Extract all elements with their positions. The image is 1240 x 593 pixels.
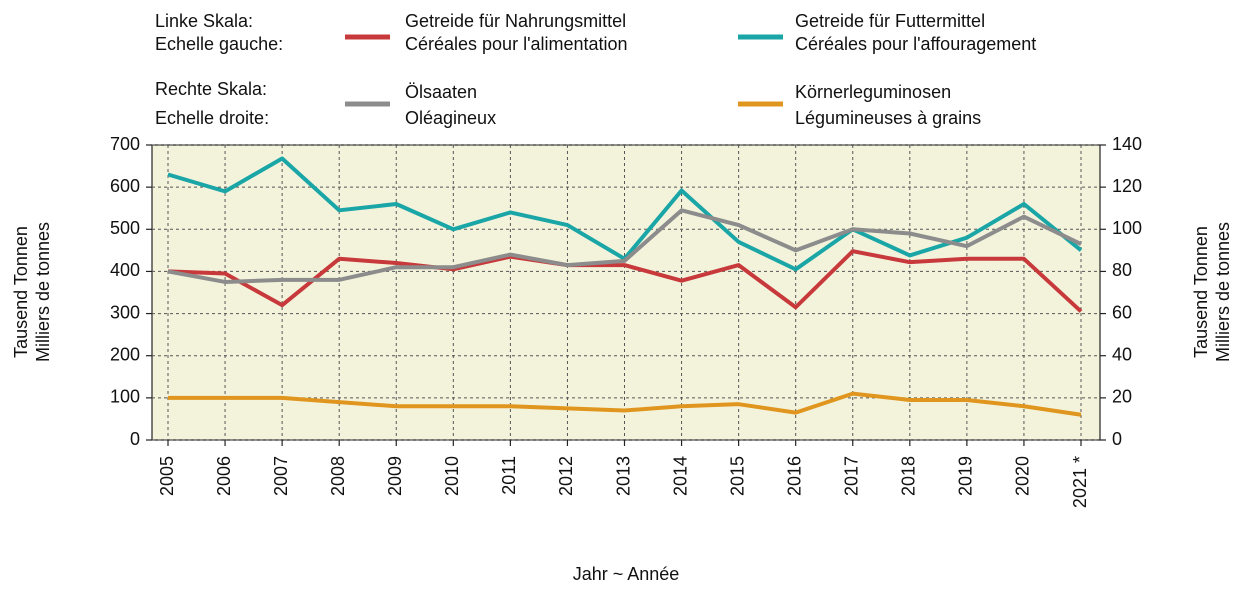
y2-tick-label: 100 — [1112, 218, 1142, 238]
legend-label: Getreide für Futtermittel — [795, 11, 985, 31]
x-tick-label: 2020 — [1013, 456, 1033, 496]
x-tick-label: 2005 — [157, 456, 177, 496]
x-axis-title: Jahr ~ Année — [573, 564, 680, 584]
y2-tick-label: 120 — [1112, 176, 1142, 196]
y-tick-label: 200 — [110, 344, 140, 364]
y-tick-label: 0 — [130, 429, 140, 449]
legend-label: Légumineuses à grains — [795, 108, 981, 128]
x-tick-label: 2018 — [899, 456, 919, 496]
legend-label: Céréales pour l'alimentation — [405, 34, 628, 54]
x-tick-label: 2011 — [499, 456, 519, 495]
series-line — [167, 208, 1082, 284]
y2-tick-label: 40 — [1112, 344, 1132, 364]
y-tick-label: 400 — [110, 260, 140, 280]
series-line — [168, 391, 1082, 417]
legend-label: Oléagineux — [405, 108, 496, 128]
legend-label: Céréales pour l'affouragement — [795, 34, 1036, 54]
left-scale-label: Echelle gauche: — [155, 34, 283, 54]
y-tick-label: 600 — [110, 176, 140, 196]
x-tick-label: 2009 — [385, 456, 405, 496]
y2-tick-label: 20 — [1112, 387, 1132, 407]
x-tick-label: 2015 — [727, 456, 747, 496]
y2-tick-label: 0 — [1112, 429, 1122, 449]
y-axis-title: Tausend Tonnen — [11, 226, 31, 358]
grid — [152, 144, 1100, 441]
y2-tick-label: 60 — [1112, 302, 1132, 322]
x-tick-label: 2017 — [842, 456, 862, 496]
x-tick-label: 2014 — [670, 456, 690, 496]
right-scale-label: Echelle droite: — [155, 108, 269, 128]
y-tick-label: 700 — [110, 134, 140, 154]
plot-area — [151, 144, 1101, 441]
y-tick-label: 500 — [110, 218, 140, 238]
y2-axis-title: Milliers de tonnes — [1213, 222, 1233, 362]
y-tick-label: 300 — [110, 302, 140, 322]
x-tick-label: 2008 — [328, 456, 348, 496]
legend-label: Körnerleguminosen — [795, 82, 951, 102]
legend-label: Ölsaaten — [405, 82, 477, 102]
x-tick-label: 2016 — [784, 456, 804, 496]
right-scale-label: Rechte Skala: — [155, 79, 267, 99]
x-tick-label: 2012 — [556, 456, 576, 496]
y2-tick-label: 80 — [1112, 260, 1132, 280]
left-scale-label: Linke Skala: — [155, 11, 253, 31]
legend-label: Getreide für Nahrungsmittel — [405, 11, 626, 31]
x-tick-label: 2019 — [956, 456, 976, 496]
series-line — [167, 249, 1083, 313]
x-tick-label: 2006 — [214, 456, 234, 496]
y-axis-title: Milliers de tonnes — [33, 222, 53, 362]
y2-axis-title: Tausend Tonnen — [1191, 226, 1211, 358]
x-tick-label: 2010 — [442, 456, 462, 496]
x-tick-label: 2021 * — [1070, 456, 1090, 508]
y2-tick-label: 140 — [1112, 134, 1142, 154]
x-tick-label: 2007 — [271, 456, 291, 496]
series-lines — [167, 156, 1083, 417]
x-tick-label: 2013 — [613, 456, 633, 496]
y-tick-label: 100 — [110, 387, 140, 407]
